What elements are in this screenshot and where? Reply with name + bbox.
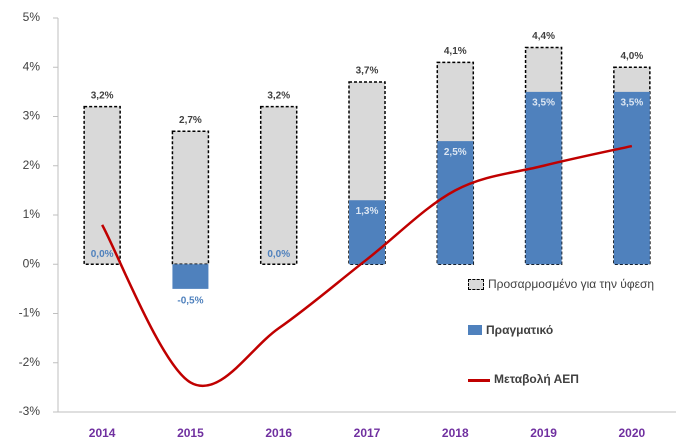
legend-item: Προσαρμοσμένο για την ύφεση (468, 277, 678, 291)
bar (613, 91, 650, 265)
y-tick-label: 5% (23, 10, 41, 24)
bar (83, 105, 121, 266)
data-label: 0,0% (91, 249, 114, 260)
data-label: 2,7% (179, 115, 202, 126)
bar (259, 105, 298, 266)
y-tick-label: 4% (23, 59, 41, 73)
legend-item: Πραγματικό (468, 323, 553, 337)
data-label: 2,5% (444, 147, 467, 158)
x-tick-label: 2015 (177, 426, 204, 440)
bar (525, 91, 562, 265)
y-tick-label: -2% (19, 355, 41, 369)
y-tick-label: 3% (23, 109, 41, 123)
y-tick-label: -1% (19, 306, 41, 320)
data-label: 4,1% (444, 46, 467, 57)
y-tick-label: -3% (19, 404, 41, 418)
x-tick-label: 2014 (89, 426, 116, 440)
legend-swatch (468, 279, 484, 290)
data-label: 4,0% (620, 51, 643, 62)
data-label: 3,5% (532, 98, 555, 109)
data-label: 1,3% (356, 206, 379, 217)
bar (349, 200, 385, 265)
x-tick-label: 2019 (530, 426, 557, 440)
legend-swatch (468, 325, 482, 335)
x-tick-label: 2016 (265, 426, 292, 440)
x-tick-label: 2018 (442, 426, 469, 440)
legend-swatch (468, 379, 490, 382)
x-tick-label: 2020 (619, 426, 646, 440)
y-tick-label: 2% (23, 158, 41, 172)
data-label: 3,7% (356, 66, 379, 77)
data-label: 4,4% (532, 31, 555, 42)
legend-label: Πραγματικό (486, 323, 554, 337)
bar (437, 141, 474, 265)
data-label: 3,5% (620, 98, 643, 109)
bar (171, 130, 210, 265)
data-label: 3,2% (267, 90, 290, 101)
data-label: -0,5% (177, 296, 203, 307)
y-tick-label: 0% (23, 256, 41, 270)
line (101, 144, 633, 388)
legend-label: Προσαρμοσμένο για την ύφεση (488, 277, 655, 291)
y-tick-label: 1% (23, 207, 41, 221)
data-label: 0,0% (267, 249, 290, 260)
bar (172, 264, 209, 289)
data-label: 3,2% (91, 90, 114, 101)
legend-item: Μεταβολή ΑΕΠ (468, 372, 579, 386)
legend-label: Μεταβολή ΑΕΠ (494, 372, 579, 386)
x-tick-label: 2017 (354, 426, 381, 440)
